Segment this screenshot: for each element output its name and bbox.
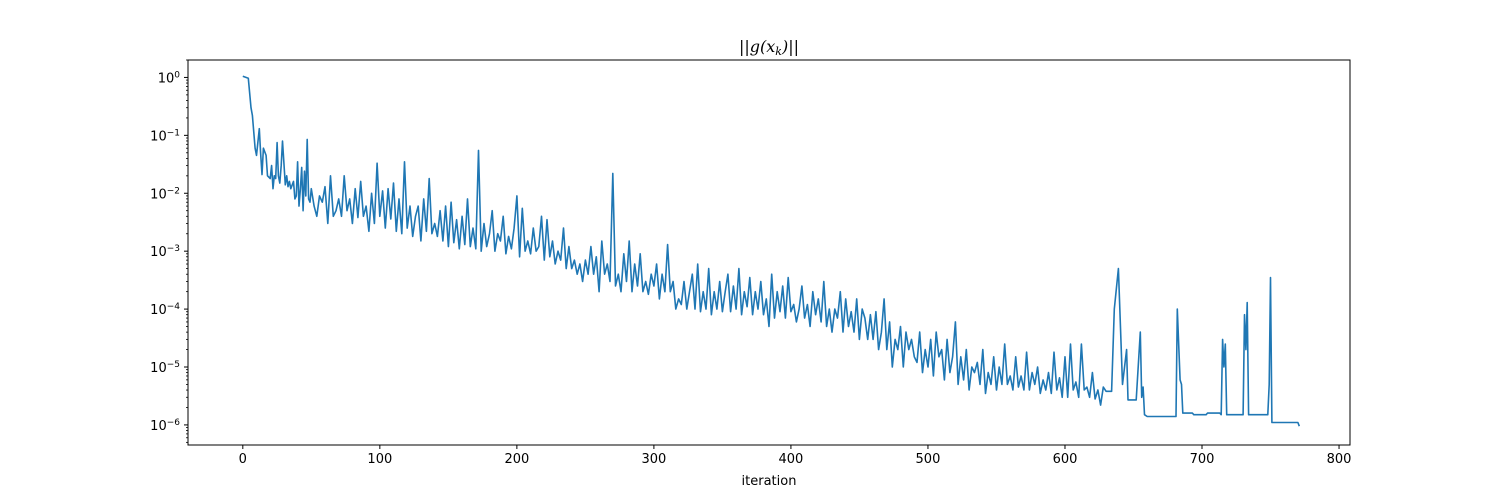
- x-axis: 0 100 200 300 400 500 600 700 800: [239, 445, 1352, 467]
- y-tick-label: 100: [158, 70, 181, 86]
- x-tick-label: 0: [239, 452, 247, 467]
- plot-area: [242, 75, 1301, 427]
- axes-frame: [187, 59, 1351, 446]
- x-tick-label: 100: [367, 452, 392, 467]
- y-tick-label: 10−4: [150, 302, 180, 318]
- x-tick-label: 700: [1190, 452, 1215, 467]
- y-tick-label: 10−6: [150, 418, 180, 434]
- x-tick-label: 400: [779, 452, 804, 467]
- y-tick-label: 10−2: [150, 186, 180, 202]
- x-axis-label: iteration: [742, 474, 797, 489]
- x-tick-label: 800: [1327, 452, 1352, 467]
- y-tick-label: 10−3: [150, 244, 180, 260]
- x-tick-label: 500: [916, 452, 941, 467]
- y-axis: 10−6 10−5 10−4 10−3 10−2 10−1 100: [150, 59, 188, 443]
- x-tick-label: 200: [504, 452, 529, 467]
- chart-title: ||g(xk)||: [739, 37, 799, 58]
- series-line: [242, 75, 1301, 427]
- y-tick-label: 10−1: [150, 128, 180, 144]
- x-tick-label: 300: [641, 452, 666, 467]
- y-tick-label: 10−5: [150, 360, 180, 376]
- x-tick-label: 600: [1053, 452, 1078, 467]
